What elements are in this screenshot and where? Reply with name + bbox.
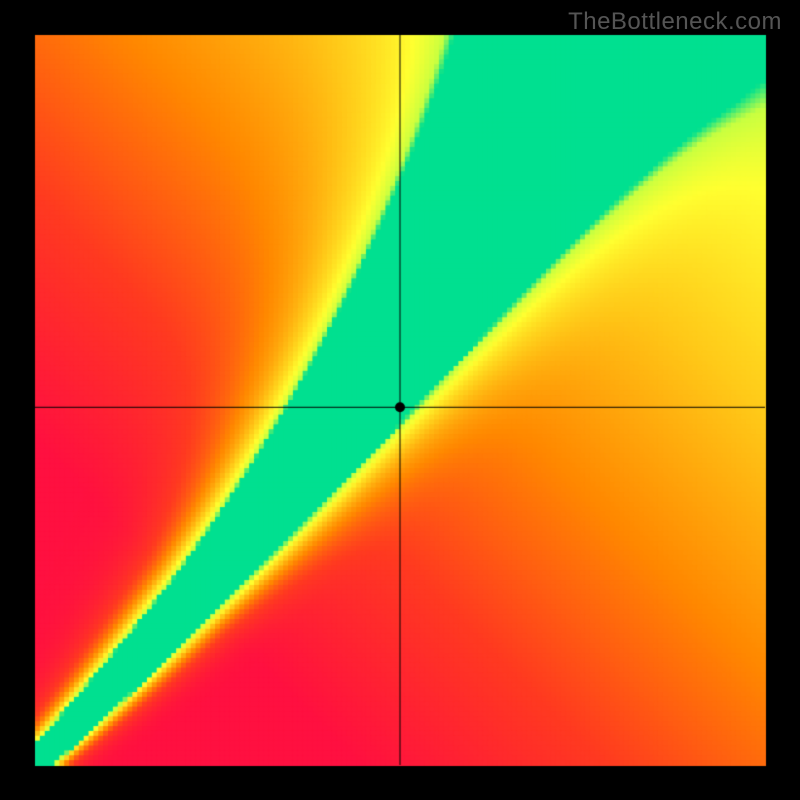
watermark-label: TheBottleneck.com bbox=[568, 8, 782, 36]
chart-container: TheBottleneck.com bbox=[0, 0, 800, 800]
bottleneck-heatmap bbox=[0, 0, 800, 800]
